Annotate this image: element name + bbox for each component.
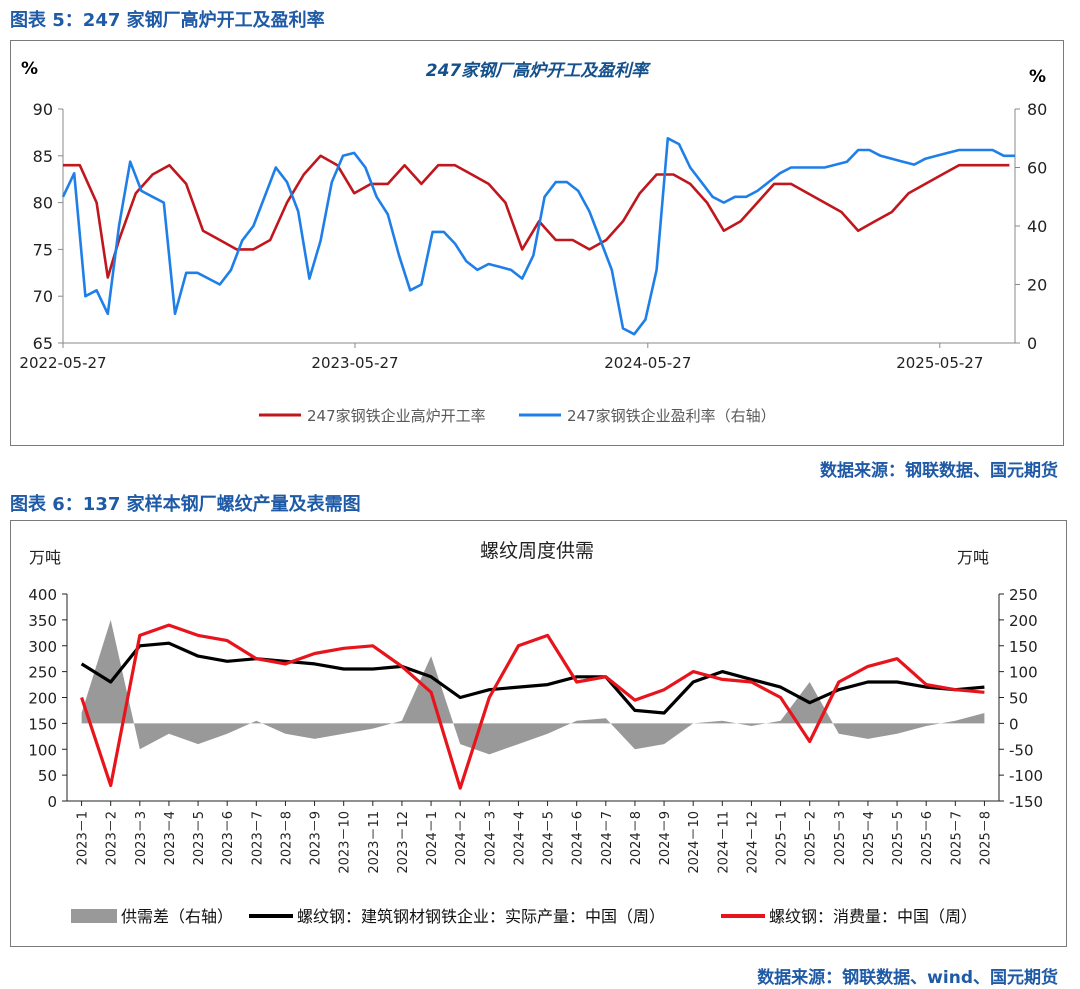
chart6-left-tick-label: 150 [28, 715, 57, 733]
chart6-right-tick-label: 150 [1009, 638, 1038, 656]
chart6-right-tick-label: 100 [1009, 664, 1038, 682]
chart6-x-tick-label: 2025－8 [978, 811, 993, 865]
chart6-right-tick-label: -100 [1009, 767, 1043, 785]
chart6-series-consumption-line [80, 623, 985, 790]
chart6-x-tick-label: 2024－8 [629, 811, 644, 865]
chart6-x-tick-label: 2023－1 [76, 811, 91, 865]
chart6-x-tick-label: 2023－12 [396, 811, 411, 874]
chart6-x-tick-label: 2024－10 [687, 811, 702, 874]
chart6-left-tick-label: 250 [28, 664, 57, 682]
chart6-left-tick-label: 50 [38, 767, 57, 785]
figure5-chart: 247家钢厂高炉开工及盈利率 % % 65 70 75 80 85 90 0 20 40 60 80… [19, 59, 1047, 425]
chart6-x-tick-label: 2025－7 [949, 811, 964, 865]
chart6-x-tick-label: 2025－2 [804, 811, 819, 865]
chart5-right-tick-label: 80 [1027, 100, 1047, 119]
chart5-right-tick-label: 20 [1027, 276, 1047, 295]
chart6-x-tick-label: 2024－1 [425, 811, 440, 865]
chart6-series-gap-area [81, 619, 985, 755]
chart6-left-tick-label: 400 [28, 586, 57, 604]
figure5-chart-panel: 247家钢厂高炉开工及盈利率 % % 65 70 75 80 85 90 0 20 40 60 80… [10, 40, 1064, 446]
chart6-x-tick-label: 2023－4 [163, 811, 178, 865]
chart5-left-tick-label: 65 [33, 334, 53, 353]
chart6-right-unit: 万吨 [957, 548, 989, 567]
chart6-x-tick-label: 2023－8 [279, 811, 294, 865]
chart5-series-profit-line [61, 137, 1015, 336]
chart6-x-tick-label: 2023－6 [221, 811, 236, 865]
chart5-x-tick-label: 2022-05-27 [19, 354, 106, 372]
figure5-source: 数据来源：钢联数据、国元期货 [820, 461, 1058, 481]
chart5-series-utilization-line [63, 154, 1010, 279]
chart6-title: 螺纹周度供需 [480, 540, 594, 562]
chart6-x-tick-label: 2024－2 [454, 811, 469, 865]
chart6-x-tick-label: 2024－12 [745, 811, 760, 874]
legend-label-output: 螺纹钢：建筑钢材钢铁企业：实际产量：中国（周） [297, 907, 665, 926]
chart6-x-tick-label: 2025－3 [833, 811, 848, 865]
legend-label-profit: 247家钢铁企业盈利率（右轴） [567, 407, 776, 425]
chart6-right-tick-label: -150 [1009, 793, 1043, 811]
legend-label-utilization: 247家钢铁企业高炉开工率 [307, 407, 486, 425]
legend-swatch-gap [71, 909, 117, 923]
legend-label-consumption: 螺纹钢：消费量：中国（周） [769, 907, 977, 926]
figure6-chart-panel: 螺纹周度供需 万吨 万吨 0 50 100 150 200 250 300 350 400 -15… [10, 520, 1067, 947]
chart6-right-tick-label: 250 [1009, 586, 1038, 604]
chart6-left-tick-label: 100 [28, 741, 57, 759]
chart5-left-tick-label: 70 [33, 287, 53, 306]
chart6-x-tick-label: 2024－6 [571, 811, 586, 865]
chart5-title: 247家钢厂高炉开工及盈利率 [426, 61, 651, 81]
chart6-x-tick-label: 2023－7 [250, 811, 265, 865]
chart5-right-tick-label: 60 [1027, 159, 1047, 178]
chart6-x-tick-label: 2023－10 [338, 811, 353, 874]
chart6-x-tick-label: 2024－7 [600, 811, 615, 865]
chart6-x-tick-label: 2024－5 [542, 811, 557, 865]
chart6-x-tick-label: 2024－9 [658, 811, 673, 865]
chart5-left-tick-label: 80 [33, 194, 53, 213]
chart6-left-tick-label: 0 [47, 793, 57, 811]
chart6-right-tick-label: 200 [1009, 612, 1038, 630]
chart6-x-tick-label: 2023－11 [367, 811, 382, 874]
chart6-right-tick-label: -50 [1009, 741, 1034, 759]
chart6-legend: 供需差（右轴） 螺纹钢：建筑钢材钢铁企业：实际产量：中国（周） 螺纹钢：消费量：… [71, 907, 977, 926]
chart5-right-tick-label: 0 [1027, 334, 1037, 353]
chart6-x-tick-label: 2025－4 [862, 811, 877, 865]
chart6-x-tick-label: 2023－3 [134, 811, 149, 865]
figure6-caption: 图表 6：137 家样本钢厂螺纹产量及表需图 [10, 494, 361, 515]
chart6-x-tick-label: 2025－1 [775, 811, 790, 865]
chart6-right-tick-label: 50 [1009, 690, 1028, 708]
chart5-x-tick-label: 2024-05-27 [604, 354, 691, 372]
figure5-caption: 图表 5：247 家钢厂高炉开工及盈利率 [10, 10, 325, 31]
chart5-right-tick-label: 40 [1027, 217, 1047, 236]
chart6-x-tick-label: 2024－3 [483, 811, 498, 865]
figure6-source: 数据来源：钢联数据、wind、国元期货 [757, 968, 1058, 988]
chart6-x-tick-label: 2023－2 [105, 811, 120, 865]
chart6-x-tick-label: 2024－11 [716, 811, 731, 874]
chart6-x-tick-label: 2024－4 [512, 811, 527, 865]
chart6-left-tick-label: 200 [28, 690, 57, 708]
chart6-x-tick-label: 2023－5 [192, 811, 207, 865]
chart6-x-tick-label: 2025－6 [920, 811, 935, 865]
chart5-left-tick-label: 90 [33, 100, 53, 119]
chart5-left-tick-label: 75 [33, 240, 53, 259]
chart5-right-unit: % [1029, 67, 1046, 87]
chart5-legend: 247家钢铁企业高炉开工率 247家钢铁企业盈利率（右轴） [259, 407, 776, 425]
chart5-x-tick-label: 2023-05-27 [311, 354, 398, 372]
chart5-left-tick-label: 85 [33, 147, 53, 166]
legend-label-gap: 供需差（右轴） [121, 907, 233, 926]
chart6-left-unit: 万吨 [29, 548, 61, 567]
chart5-x-tick-label: 2025-05-27 [896, 354, 983, 372]
figure6-chart: 螺纹周度供需 万吨 万吨 0 50 100 150 200 250 300 350 400 -15… [28, 540, 1043, 926]
chart5-left-unit: % [21, 59, 38, 79]
chart6-left-tick-label: 300 [28, 638, 57, 656]
chart6-left-tick-label: 350 [28, 612, 57, 630]
chart6-x-tick-label: 2023－9 [309, 811, 324, 865]
chart6-right-tick-label: 0 [1009, 715, 1019, 733]
chart6-x-tick-label: 2025－5 [891, 811, 906, 865]
